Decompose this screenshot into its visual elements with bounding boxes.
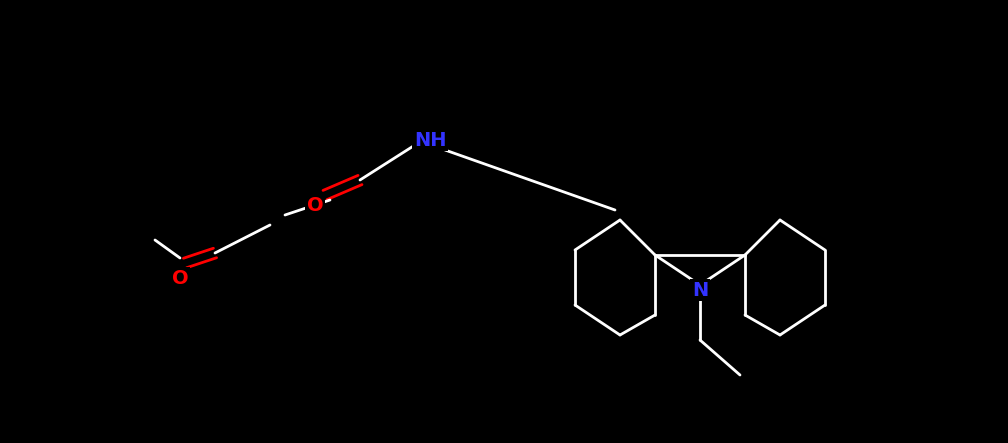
Text: N: N xyxy=(691,280,709,299)
Text: O: O xyxy=(306,195,324,214)
Text: NH: NH xyxy=(413,131,447,149)
Text: O: O xyxy=(171,268,188,288)
